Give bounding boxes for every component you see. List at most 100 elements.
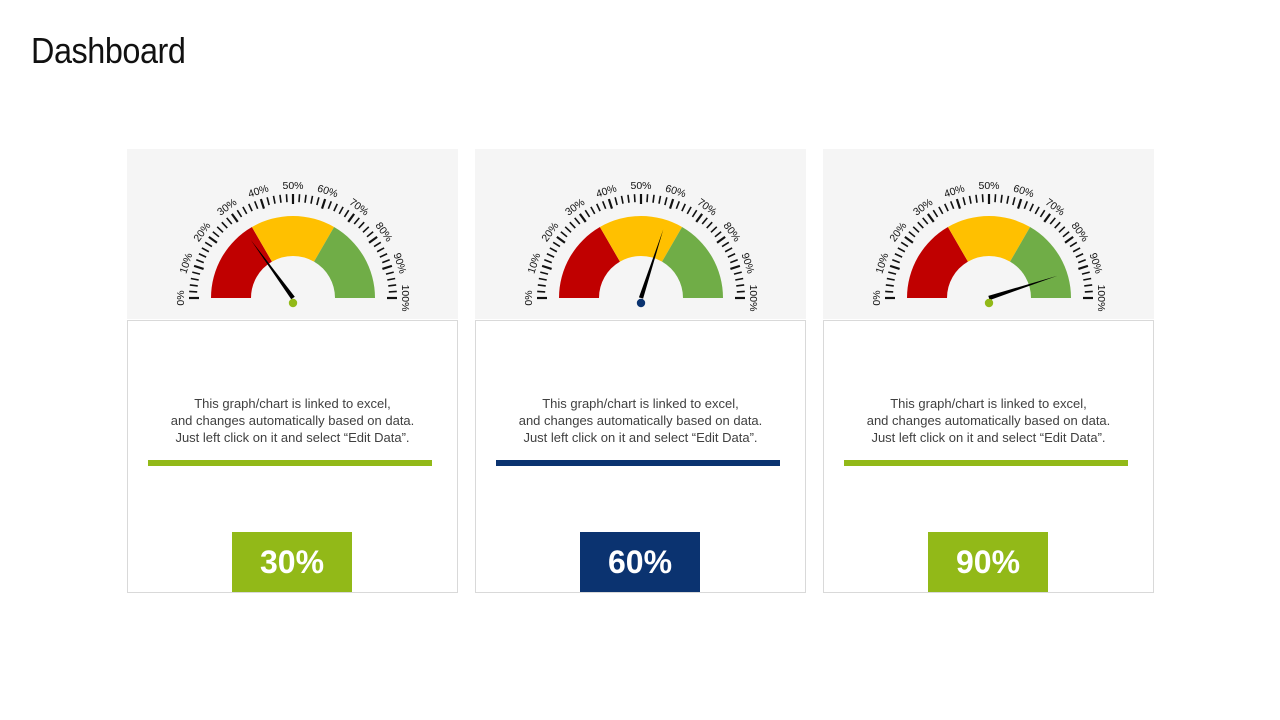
gauge-minor-tick xyxy=(387,277,396,281)
value-badge: 30% xyxy=(232,532,352,592)
gauge-minor-tick xyxy=(388,284,397,287)
gauge-minor-tick xyxy=(917,221,924,229)
gauge-minor-tick xyxy=(633,194,636,203)
gauge-band-1 xyxy=(559,227,620,298)
gauge-major-tick xyxy=(695,213,704,223)
gauge-minor-tick xyxy=(388,290,397,293)
gauge-minor-tick xyxy=(537,284,546,287)
gauge-minor-tick xyxy=(1084,284,1093,287)
gauge-minor-tick xyxy=(584,209,591,218)
gauge-minor-tick xyxy=(627,194,630,203)
gauge-minor-tick xyxy=(932,209,939,218)
gauge-major-tick xyxy=(955,198,961,209)
gauge-major-tick xyxy=(347,213,356,223)
gauge-chart[interactable]: 0%10%20%30%40% 50% 60%70%80%90%100% xyxy=(475,149,806,319)
gauge-panel: 0% 10% 20% 30% 40% 50% 60% 70% 80% 90% 100% xyxy=(127,149,458,319)
gauge-minor-tick xyxy=(1000,194,1003,203)
gauge-minor-tick xyxy=(540,271,549,275)
gauge-band-2 xyxy=(947,216,1031,262)
gauge-major-tick xyxy=(1064,235,1074,244)
gauge-chart[interactable]: 0%10%20%30%40% 50% 60%70%80%90%100% xyxy=(823,149,1154,319)
gauge-minor-tick xyxy=(304,194,307,203)
gauge-minor-tick xyxy=(706,221,713,229)
gauge-tick-label: 100% xyxy=(1095,285,1107,312)
gauge-minor-tick xyxy=(316,197,320,206)
gauge-tick-label: 80% xyxy=(373,220,395,244)
gauge-minor-tick xyxy=(538,277,547,281)
gauge-major-tick xyxy=(607,198,613,209)
gauge-minor-tick xyxy=(735,277,744,281)
gauge-minor-tick xyxy=(552,241,561,248)
gauge-band-2 xyxy=(251,216,335,262)
gauge-major-tick xyxy=(578,213,587,223)
gauge-minor-tick xyxy=(310,195,314,204)
gauge-minor-tick xyxy=(353,217,360,225)
gauge-minor-tick xyxy=(1081,271,1090,275)
accent-line xyxy=(844,460,1128,466)
gauge-minor-tick xyxy=(338,206,344,215)
description-line: Just left click on it and select “Edit D… xyxy=(175,430,410,445)
gauge-tick-label: 20% xyxy=(539,220,561,244)
gauge-tick-label: 100% xyxy=(399,285,411,312)
gauge-minor-tick xyxy=(675,201,681,210)
gauge-minor-tick xyxy=(897,247,906,253)
gauge-band-1 xyxy=(907,227,968,298)
gauge-minor-tick xyxy=(686,206,692,215)
gauge-panel: 0% 10% 20% 30% 40% 50% 60% 70% 80% 90% 100% xyxy=(475,149,806,319)
accent-line xyxy=(148,460,432,466)
gauge-minor-tick xyxy=(908,231,916,238)
accent-line xyxy=(496,460,780,466)
gauge-major-tick xyxy=(208,235,218,244)
gauge-minor-tick xyxy=(681,203,687,212)
description: This graph/chart is linked to excel, and… xyxy=(824,395,1153,446)
gauge-minor-tick xyxy=(189,284,198,287)
gauge-minor-tick xyxy=(204,241,213,248)
gauge-panel: 0% 10% 20% 30% 40% 50% 60% 70% 80% 90% 100% xyxy=(823,149,1154,319)
gauge-minor-tick xyxy=(912,226,920,233)
gauge-minor-tick xyxy=(975,194,978,203)
gauge-minor-tick xyxy=(724,247,733,253)
dashboard-card-2: 0% 10% 20% 30% 40% 50% 60% 70% 80% 90% 100% This g… xyxy=(475,149,806,593)
gauge-minor-tick xyxy=(189,290,198,293)
gauge-major-tick xyxy=(716,235,726,244)
gauge-minor-tick xyxy=(560,231,568,238)
gauge-minor-tick xyxy=(701,217,708,225)
gauge-minor-tick xyxy=(710,226,718,233)
gauge-minor-tick xyxy=(285,194,288,203)
gauge-minor-tick xyxy=(729,258,738,264)
gauge-minor-tick xyxy=(733,271,742,275)
gauge-major-tick xyxy=(230,213,239,223)
description: This graph/chart is linked to excel, and… xyxy=(476,395,805,446)
gauge-tick-label: 70% xyxy=(695,196,719,218)
gauge-tick-label: 80% xyxy=(1069,220,1091,244)
gauge-tick-label: 100% xyxy=(747,285,759,312)
gauge-minor-tick xyxy=(922,217,929,225)
gauge-minor-tick xyxy=(614,197,618,206)
description-line: This graph/chart is linked to excel, xyxy=(194,396,391,411)
description-line: This graph/chart is linked to excel, xyxy=(890,396,1087,411)
gauge-minor-tick xyxy=(595,203,601,212)
gauge-minor-tick xyxy=(279,194,282,203)
dashboard-card-1: 0% 10% 20% 30% 40% 50% 60% 70% 80% 90% 100% This g… xyxy=(127,149,458,593)
gauge-chart[interactable]: 0%10%20%30%40% 50% 60%70%80%90%100% xyxy=(127,149,458,319)
gauge-minor-tick xyxy=(1077,258,1086,264)
gauge-band-1 xyxy=(211,227,272,298)
gauge-minor-tick xyxy=(343,209,350,218)
gauge-major-tick xyxy=(368,235,378,244)
gauge-major-tick xyxy=(541,264,552,270)
gauge-minor-tick xyxy=(253,201,259,210)
gauge-minor-tick xyxy=(247,203,253,212)
page-title: Dashboard xyxy=(31,30,186,71)
gauge-minor-tick xyxy=(1029,203,1035,212)
description-line: This graph/chart is linked to excel, xyxy=(542,396,739,411)
description-line: Just left click on it and select “Edit D… xyxy=(871,430,1106,445)
gauge-minor-tick xyxy=(569,221,576,229)
gauge-minor-tick xyxy=(646,194,649,203)
gauge-minor-tick xyxy=(949,201,955,210)
gauge-minor-tick xyxy=(1084,290,1093,293)
gauge-minor-tick xyxy=(1034,206,1040,215)
gauge-minor-tick xyxy=(192,271,201,275)
gauge-minor-tick xyxy=(938,206,944,215)
gauge-minor-tick xyxy=(1049,217,1056,225)
gauge-minor-tick xyxy=(190,277,199,281)
